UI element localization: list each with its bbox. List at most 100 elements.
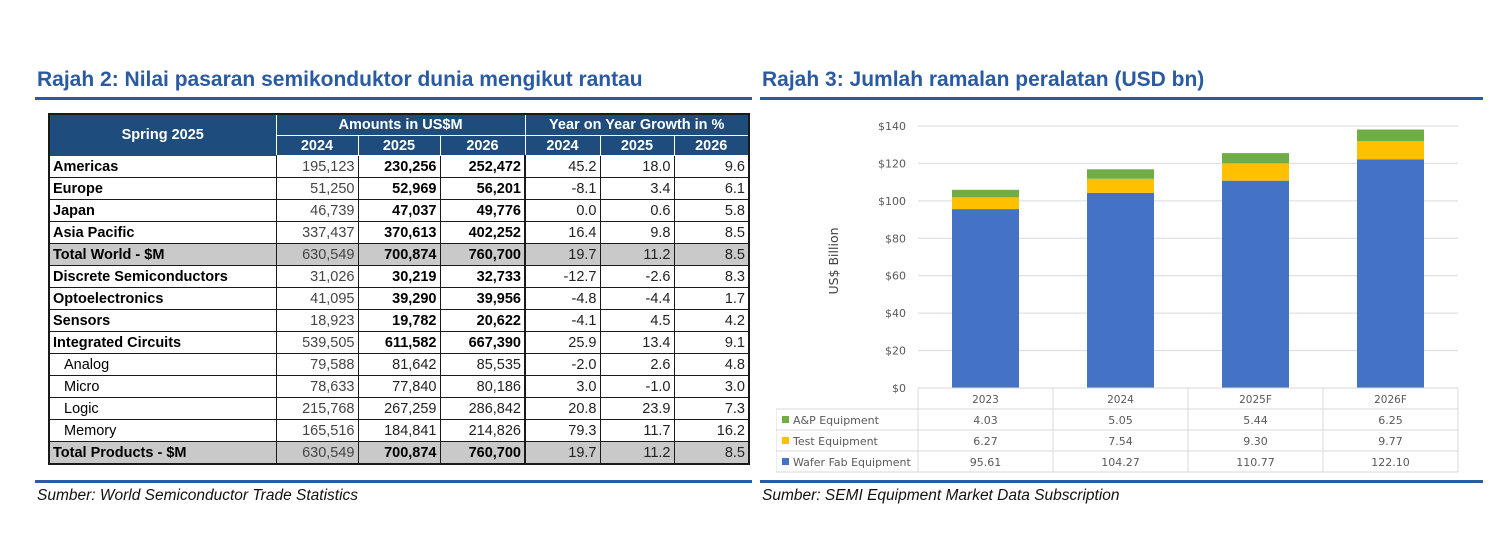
table-cell: 20.8 [524,397,601,420]
table-cell: 18,923 [275,309,359,332]
table-row: Analog 79,588 81,642 85,535 -2.0 2.6 4.8 [48,353,750,376]
table-row: Sensors 18,923 19,782 20,622 -4.1 4.5 4.2 [48,309,750,332]
growth-group-header: Year on Year Growth in % [524,113,750,136]
table-cell: 760,700 [439,441,526,465]
x-category-label: 2026F [1374,394,1407,406]
table-cell: 3.0 [524,375,601,398]
year-header: 2025 [357,135,441,156]
y-tick-label: $140 [878,120,906,133]
table-cell: 6.1 [673,177,750,200]
table-cell: 45.2 [524,155,601,178]
y-tick-label: $0 [892,382,906,395]
legend-swatch [782,458,789,465]
table-row: Logic 215,768 267,259 286,842 20.8 23.9 7.3 [48,397,750,420]
bar-segment [952,197,1019,210]
data-value-label: 4.03 [973,414,998,427]
row-label: Optoelectronics [48,287,277,310]
data-value-label: 9.30 [1243,435,1268,448]
row-label: Discrete Semiconductors [48,265,277,288]
table-cell: 195,123 [275,155,359,178]
table-cell: 19.7 [524,243,601,266]
table-cell: 230,256 [357,155,441,178]
table-cell: 79.3 [524,419,601,442]
table-cell: 13.4 [599,331,675,354]
table-cell: 78,633 [275,375,359,398]
right-bottom-rule [760,480,1483,483]
table-cell: 286,842 [439,397,526,420]
y-tick-label: $40 [885,307,906,320]
year-header: 2024 [524,135,601,156]
y-tick-label: $100 [878,195,906,208]
table-cell: 52,969 [357,177,441,200]
left-source-note: Sumber: World Semiconductor Trade Statis… [37,487,359,504]
x-category-label: 2025F [1239,394,1272,406]
table-cell: 30,219 [357,265,441,288]
data-value-label: 104.27 [1101,456,1140,469]
table-cell: 252,472 [439,155,526,178]
table-cell: -2.0 [524,353,601,376]
table-cell: 4.5 [599,309,675,332]
table-body: Americas 195,123 230,256 252,472 45.2 18.0 9.6… [48,155,750,465]
bar-segment [1222,180,1289,388]
table-cell: 8.5 [673,441,750,465]
table-cell: 184,841 [357,419,441,442]
table-cell: 630,549 [275,441,359,465]
bar-segment [1087,178,1154,193]
legend-label: Wafer Fab Equipment [793,456,912,469]
table-cell: -4.8 [524,287,601,310]
table-cell: 11.2 [599,441,675,465]
y-tick-label: $60 [885,270,906,283]
data-value-label: 5.05 [1108,414,1133,427]
year-header: 2026 [439,135,526,156]
table-cell: 81,642 [357,353,441,376]
table-cell: 56,201 [439,177,526,200]
table-cell: 8.5 [673,221,750,244]
bar-segment [952,209,1019,388]
row-label: Analog [48,353,277,376]
legend-label: A&P Equipment [793,414,880,427]
table-cell: 49,776 [439,199,526,222]
data-value-label: 110.77 [1236,456,1275,469]
table-cell: 19.7 [524,441,601,465]
table-cell: 1.7 [673,287,750,310]
table-cell: 9.6 [673,155,750,178]
row-label: Europe [48,177,277,200]
table-row: Optoelectronics 41,095 39,290 39,956 -4.8 -4.… [48,287,750,310]
table-cell: 8.3 [673,265,750,288]
table-cell: 0.0 [524,199,601,222]
table-cell: 5.8 [673,199,750,222]
table-row: Japan 46,739 47,037 49,776 0.0 0.6 5.8 [48,199,750,222]
table-row: Discrete Semiconductors 31,026 30,219 32,73… [48,265,750,288]
table-cell: 267,259 [357,397,441,420]
table-cell: -4.1 [524,309,601,332]
semiconductor-market-table: Spring 2025 Amounts in US$M Year on Year… [48,113,750,465]
table-cell: 39,290 [357,287,441,310]
bar-segment [1087,169,1154,179]
row-label: Memory [48,419,277,442]
chart-canvas: $0 $20 $40 $60 $80 $100 $120 $140 US$ Billion 202… [776,120,1459,473]
table-cell: 9.8 [599,221,675,244]
table-cell: 85,535 [439,353,526,376]
table-row: Total Products - $M 630,549 700,874 760,700… [48,441,750,465]
table-cell: 47,037 [357,199,441,222]
legend-swatch [782,437,789,444]
table-corner-header: Spring 2025 [48,113,277,156]
years-header-row: 2024 2025 2026 2024 2025 2026 [49,135,750,156]
table-cell: 214,826 [439,419,526,442]
table-cell: 9.1 [673,331,750,354]
table-cell: 3.0 [673,375,750,398]
table-cell: 46,739 [275,199,359,222]
table-cell: -12.7 [524,265,601,288]
table-row: Memory 165,516 184,841 214,826 79.3 11.7 16.2 [48,419,750,442]
left-panel-title: Rajah 2: Nilai pasaran semikonduktor dun… [37,68,643,91]
table-cell: 19,782 [357,309,441,332]
row-label: Sensors [48,309,277,332]
left-title-rule [35,97,752,100]
table-cell: 667,390 [439,331,526,354]
table-cell: 4.8 [673,353,750,376]
table-cell: 80,186 [439,375,526,398]
amounts-group-header: Amounts in US$M [275,113,526,136]
y-tick-label: $80 [885,232,906,245]
data-value-label: 6.25 [1378,414,1403,427]
table-cell: 402,252 [439,221,526,244]
